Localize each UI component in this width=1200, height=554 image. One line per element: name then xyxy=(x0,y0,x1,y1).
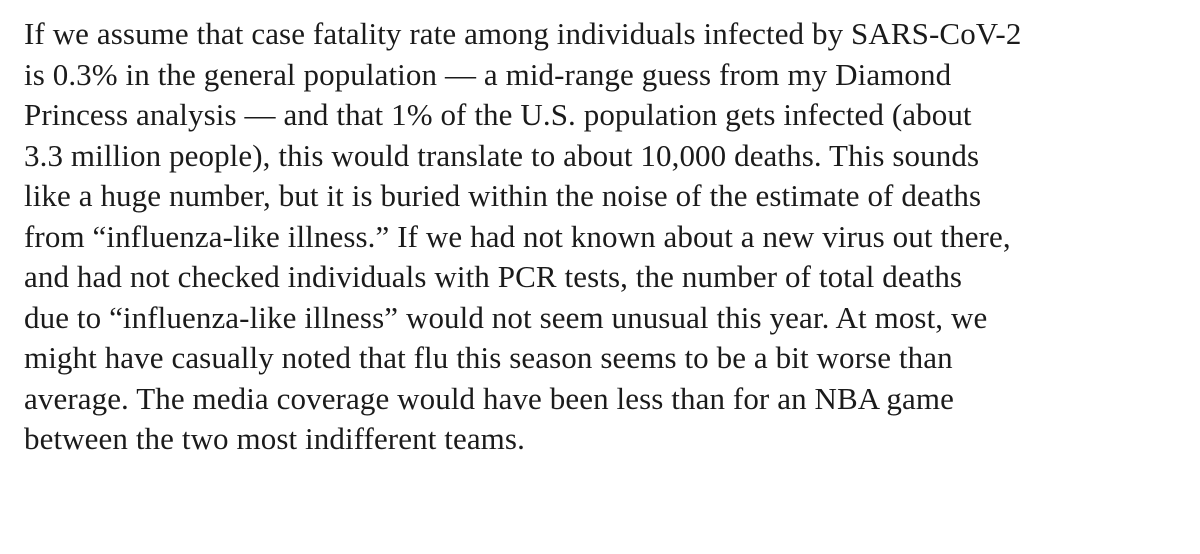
article-paragraph: If we assume that case fatality rate amo… xyxy=(24,14,1194,460)
text-line: from “influenza-like illness.” If we had… xyxy=(24,218,1011,254)
text-line: Princess analysis — and that 1% of the U… xyxy=(24,97,972,132)
text-line: is 0.3% in the general population — a mi… xyxy=(24,56,952,92)
text-line: due to “influenza-like illness” would no… xyxy=(24,299,988,335)
text-line: might have casually noted that flu this … xyxy=(24,340,953,375)
text-line: and had not checked individuals with PCR… xyxy=(24,259,963,294)
text-line: between the two most indifferent teams. xyxy=(24,421,525,456)
text-line: average. The media coverage would have b… xyxy=(24,380,954,416)
text-line: If we assume that case fatality rate amo… xyxy=(24,16,1022,51)
text-line: 3.3 million people), this would translat… xyxy=(24,137,980,173)
text-line: like a huge number, but it is buried wit… xyxy=(24,178,982,213)
